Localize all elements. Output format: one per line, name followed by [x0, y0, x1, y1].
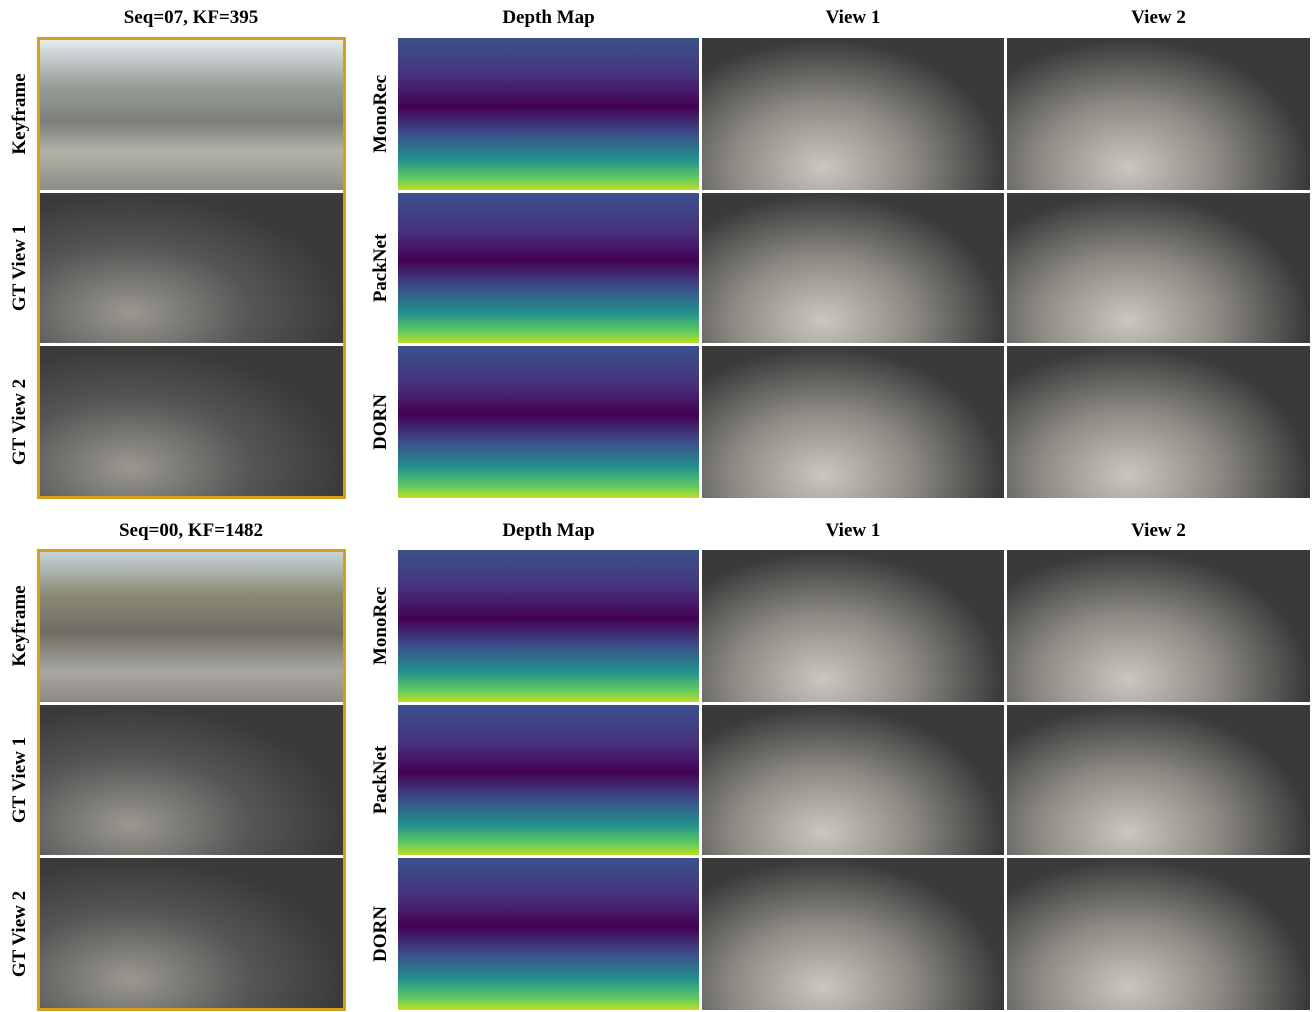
row-label: GT View 2 — [9, 891, 31, 977]
column-header: View 2 — [1131, 7, 1186, 29]
method-label: MonoRec — [370, 587, 392, 665]
column-header: View 2 — [1131, 520, 1186, 542]
view-image — [1007, 550, 1310, 702]
method-label: PackNet — [370, 234, 392, 303]
figure: (() => { const data = JSON.parse(documen… — [0, 0, 1312, 1012]
row-label: GT View 2 — [9, 379, 31, 465]
column-header: Depth Map — [502, 7, 594, 29]
view-image — [702, 38, 1004, 190]
gt-frame — [37, 37, 346, 499]
method-label: MonoRec — [370, 75, 392, 153]
column-header: View 1 — [826, 7, 881, 29]
method-label: DORN — [370, 906, 392, 962]
view-image — [702, 550, 1004, 702]
panel-title: Seq=00, KF=1482 — [119, 520, 263, 542]
view-image — [702, 346, 1004, 498]
depth-map-image — [398, 38, 699, 190]
row-label: GT View 1 — [9, 225, 31, 311]
view-image — [1007, 193, 1310, 343]
view-image — [1007, 346, 1310, 498]
view-image — [1007, 858, 1310, 1010]
view-image — [1007, 38, 1310, 190]
view-image — [702, 193, 1004, 343]
depth-map-image — [398, 705, 699, 855]
row-label: Keyframe — [9, 585, 31, 666]
row-label: GT View 1 — [9, 737, 31, 823]
column-header: Depth Map — [502, 520, 594, 542]
row-label: Keyframe — [9, 73, 31, 154]
method-label: PackNet — [370, 746, 392, 815]
view-image — [702, 705, 1004, 855]
depth-map-image — [398, 550, 699, 702]
depth-map-image — [398, 346, 699, 498]
panel-title: Seq=07, KF=395 — [124, 7, 259, 29]
view-image — [702, 858, 1004, 1010]
method-label: DORN — [370, 394, 392, 450]
depth-map-image — [398, 193, 699, 343]
view-image — [1007, 705, 1310, 855]
column-header: View 1 — [826, 520, 881, 542]
depth-map-image — [398, 858, 699, 1010]
gt-frame — [37, 549, 346, 1011]
